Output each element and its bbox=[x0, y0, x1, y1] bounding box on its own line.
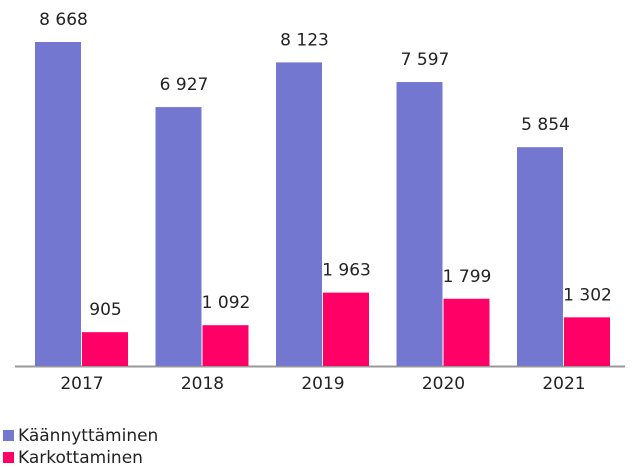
x-tick-label: 2018 bbox=[181, 374, 224, 394]
bar bbox=[202, 325, 249, 366]
x-tick-label: 2020 bbox=[422, 374, 465, 394]
bar bbox=[276, 62, 322, 366]
x-tick-label: 2021 bbox=[542, 374, 585, 394]
value-label: 905 bbox=[89, 300, 121, 320]
value-label: 8 668 bbox=[39, 10, 88, 30]
bar bbox=[155, 107, 202, 367]
bar bbox=[443, 298, 490, 366]
value-label: 1 302 bbox=[563, 285, 612, 305]
bar bbox=[396, 82, 443, 366]
bar bbox=[517, 147, 563, 366]
legend-swatch bbox=[3, 430, 14, 441]
bar bbox=[564, 317, 610, 366]
value-label: 8 123 bbox=[280, 30, 329, 50]
value-label: 1 963 bbox=[322, 261, 371, 281]
bar bbox=[35, 42, 81, 366]
bar bbox=[82, 332, 128, 366]
legend-label: Käännyttäminen bbox=[18, 426, 158, 446]
value-label: 6 927 bbox=[160, 75, 209, 95]
legend-swatch bbox=[3, 452, 14, 463]
x-tick-label: 2019 bbox=[301, 374, 344, 394]
value-label: 5 854 bbox=[521, 115, 570, 135]
bar bbox=[323, 292, 369, 366]
legend-label: Karkottaminen bbox=[18, 448, 143, 468]
value-label: 1 092 bbox=[202, 293, 251, 313]
x-tick-label: 2017 bbox=[60, 374, 103, 394]
value-label: 7 597 bbox=[401, 50, 450, 70]
value-label: 1 799 bbox=[443, 267, 492, 287]
